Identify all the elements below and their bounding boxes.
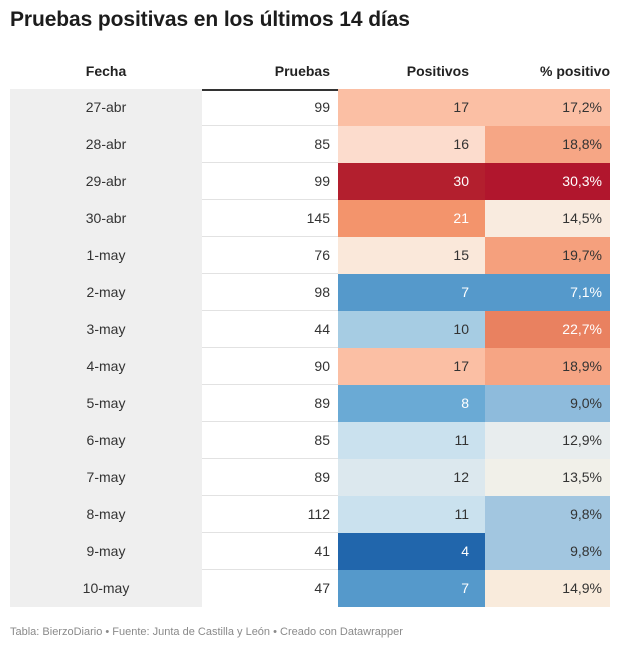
cell-fecha: 9-may [10,533,202,570]
table-header: Fecha Pruebas Positivos % positivo [10,56,610,91]
cell-porcentaje-positivo: 14,5% [485,200,610,237]
cell-positivos: 12 [338,459,485,496]
cell-fecha: 8-may [10,496,202,533]
cell-pruebas: 44 [314,321,330,337]
cell-positivos: 8 [338,385,485,422]
cell-porcentaje-positivo: 9,0% [485,385,610,422]
cell-fecha: 6-may [10,422,202,459]
cell-positivos: 17 [338,89,485,126]
column-header-porcentaje-positivo[interactable]: % positivo [539,63,610,79]
cell-porcentaje-positivo: 12,9% [485,422,610,459]
cell-fecha: 10-may [10,570,202,607]
table-row: 7-may 89 12 13,5% [10,459,610,496]
cell-porcentaje-positivo: 22,7% [485,311,610,348]
table-row: 2-may 98 7 7,1% [10,274,610,311]
column-header-pruebas[interactable]: Pruebas [274,63,330,79]
column-header-fecha[interactable]: Fecha [85,63,127,79]
cell-porcentaje-positivo: 9,8% [485,533,610,570]
table-row: 27-abr 99 17 17,2% [10,89,610,126]
table-row: 4-may 90 17 18,9% [10,348,610,385]
cell-positivos: 11 [338,496,485,533]
table-row: 30-abr 145 21 14,5% [10,200,610,237]
cell-positivos: 16 [338,126,485,163]
cell-pruebas: 90 [314,358,330,374]
cell-fecha: 28-abr [10,126,202,163]
cell-fecha: 27-abr [10,89,202,126]
cell-positivos: 4 [338,533,485,570]
cell-positivos: 7 [338,570,485,607]
cell-pruebas: 89 [314,395,330,411]
cell-positivos: 21 [338,200,485,237]
table-row: 3-may 44 10 22,7% [10,311,610,348]
cell-fecha: 4-may [10,348,202,385]
table-row: 5-may 89 8 9,0% [10,385,610,422]
cell-pruebas: 76 [314,247,330,263]
cell-fecha: 2-may [10,274,202,311]
cell-pruebas: 98 [314,284,330,300]
cell-positivos: 17 [338,348,485,385]
table-row: 9-may 41 4 9,8% [10,533,610,570]
cell-positivos: 7 [338,274,485,311]
cell-porcentaje-positivo: 30,3% [485,163,610,200]
cell-porcentaje-positivo: 9,8% [485,496,610,533]
cell-positivos: 10 [338,311,485,348]
cell-porcentaje-positivo: 17,2% [485,89,610,126]
cell-pruebas: 85 [314,432,330,448]
cell-porcentaje-positivo: 13,5% [485,459,610,496]
table-body: 27-abr 99 17 17,2% 28-abr 85 16 18,8% 29-abr 99 30… [10,89,610,607]
footer-credits: Tabla: BierzoDiario • Fuente: Junta de C… [10,626,403,638]
cell-pruebas: 112 [307,506,330,522]
cell-fecha: 30-abr [10,200,202,237]
cell-pruebas: 85 [314,136,330,152]
table-row: 8-may 112 11 9,8% [10,496,610,533]
cell-positivos: 11 [338,422,485,459]
cell-fecha: 1-may [10,237,202,274]
table-row: 10-may 47 7 14,9% [10,570,610,607]
table-row: 6-may 85 11 12,9% [10,422,610,459]
table-row: 29-abr 99 30 30,3% [10,163,610,200]
cell-pruebas: 99 [314,99,330,115]
cell-pruebas: 99 [314,173,330,189]
cell-porcentaje-positivo: 19,7% [485,237,610,274]
cell-pruebas: 145 [306,210,330,226]
chart-title: Pruebas positivas en los últimos 14 días [10,8,410,31]
cell-pruebas: 41 [314,543,330,559]
cell-fecha: 5-may [10,385,202,422]
cell-positivos: 15 [338,237,485,274]
cell-porcentaje-positivo: 14,9% [485,570,610,607]
table-row: 1-may 76 15 19,7% [10,237,610,274]
cell-pruebas: 47 [314,580,330,596]
cell-fecha: 29-abr [10,163,202,200]
cell-pruebas: 89 [314,469,330,485]
cell-porcentaje-positivo: 7,1% [485,274,610,311]
column-header-positivos[interactable]: Positivos [406,63,469,79]
cell-porcentaje-positivo: 18,8% [485,126,610,163]
cell-positivos: 30 [338,163,485,200]
cell-porcentaje-positivo: 18,9% [485,348,610,385]
table-row: 28-abr 85 16 18,8% [10,126,610,163]
cell-fecha: 7-may [10,459,202,496]
cell-fecha: 3-may [10,311,202,348]
